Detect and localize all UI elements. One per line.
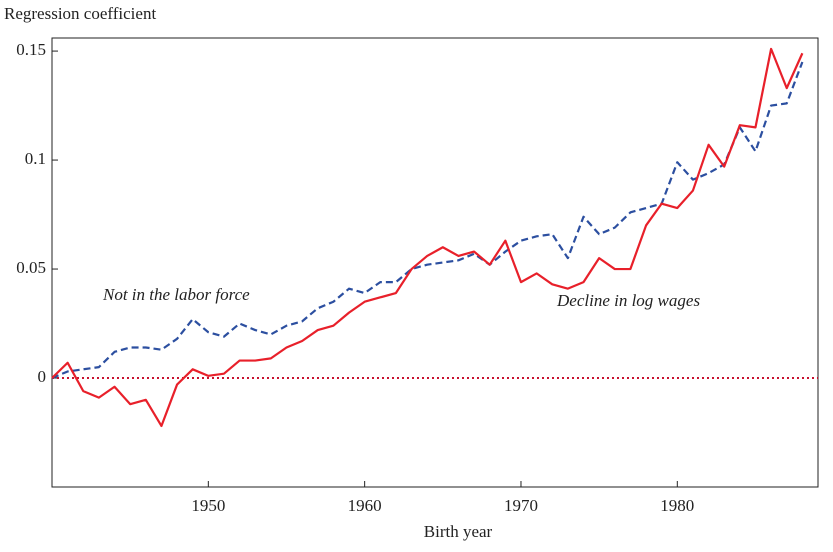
- series-line: [51, 47, 804, 428]
- y-axis-label: Regression coefficient: [4, 4, 156, 23]
- x-axis-label: Birth year: [424, 522, 493, 541]
- x-tick-label: 1950: [191, 496, 225, 515]
- y-tick-label: 0.05: [16, 258, 46, 277]
- x-tick-label: 1970: [504, 496, 538, 515]
- plot-frame: [51, 37, 819, 488]
- annotation: Decline in log wages: [556, 291, 700, 310]
- x-tick-label: 1960: [348, 496, 382, 515]
- x-tick-label: 1980: [660, 496, 694, 515]
- y-tick-label: 0.15: [16, 40, 46, 59]
- y-tick-label: 0.1: [25, 149, 46, 168]
- series-line: [51, 61, 804, 380]
- annotation: Not in the labor force: [102, 285, 250, 304]
- y-tick-label: 0: [38, 367, 47, 386]
